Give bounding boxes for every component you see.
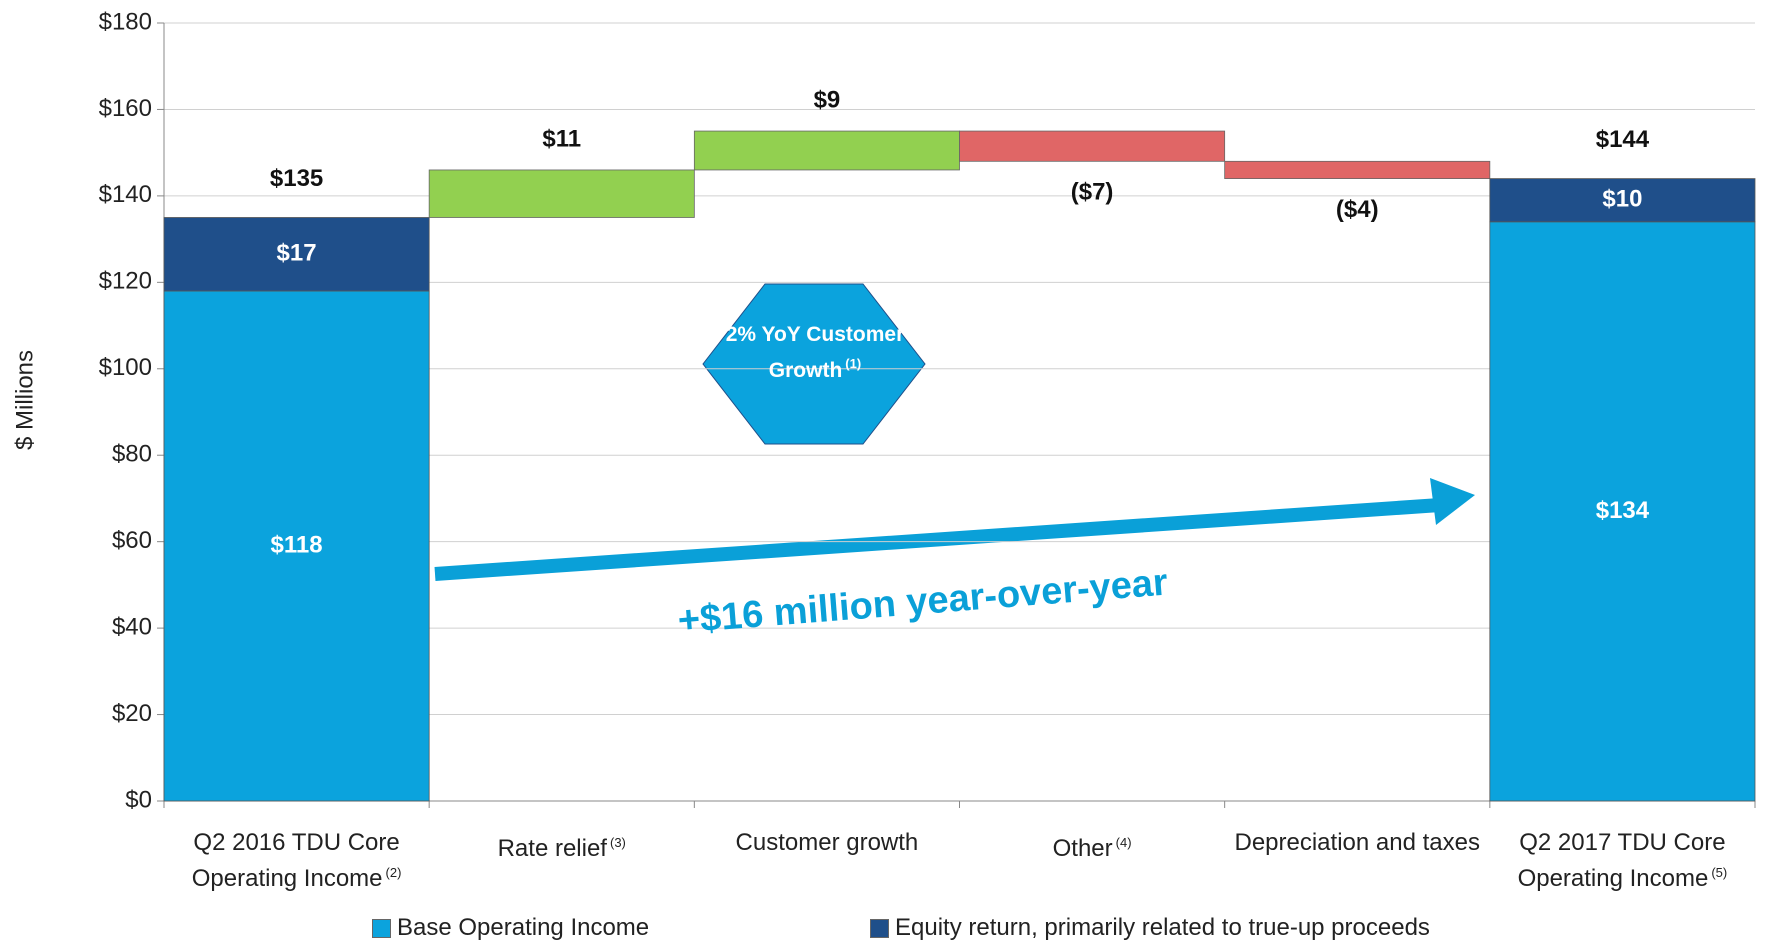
- x-tick-label: Customer growth: [700, 828, 953, 858]
- change-bar: [1224, 160, 1491, 180]
- category-text: Other: [1052, 835, 1113, 862]
- change-bar: [428, 169, 695, 218]
- hexagon-text: 2% YoY Customer Growth: [725, 323, 905, 382]
- change-label: $9: [814, 86, 841, 113]
- y-tick-label: $120: [99, 268, 152, 295]
- arrow-head: [1430, 478, 1475, 525]
- legend-swatch: [372, 918, 391, 938]
- bar-segment: [1489, 221, 1756, 802]
- y-tick-label: $0: [125, 786, 152, 813]
- arrow-shaft: [434, 498, 1441, 581]
- legend-item: Equity return, primarily related to true…: [870, 914, 1430, 942]
- value-label: $10: [1602, 186, 1642, 213]
- change-bar: [693, 130, 960, 171]
- bar-segment: [1489, 178, 1756, 223]
- category-text: Q2 2016 TDU Core Operating Income: [191, 829, 400, 892]
- footnote: (1): [845, 356, 862, 371]
- category-text: Rate relief: [497, 835, 607, 862]
- x-tick-label: Other (4): [966, 828, 1219, 864]
- y-tick-label: $140: [99, 181, 152, 208]
- bar-segment: [163, 290, 430, 802]
- x-tick-label: Q2 2017 TDU Core Operating Income (5): [1496, 828, 1749, 894]
- bar-segment: [163, 217, 430, 292]
- total-label: $144: [1596, 126, 1650, 153]
- hexagon-label: 2% YoY Customer Growth (1): [715, 320, 915, 385]
- x-tick-label: Rate relief (3): [435, 828, 688, 864]
- y-tick-label: $180: [99, 8, 152, 35]
- category-text: Customer growth: [735, 829, 919, 856]
- y-tick-label: $40: [112, 613, 152, 640]
- change-bar: [959, 130, 1226, 162]
- change-label: $11: [542, 125, 581, 152]
- legend-item: Base Operating Income: [372, 914, 649, 942]
- value-label: $118: [271, 531, 323, 558]
- legend-swatch: [870, 918, 889, 938]
- change-label: ($7): [1071, 179, 1114, 206]
- x-tick-label: Depreciation and taxes: [1231, 828, 1484, 858]
- category-text: Q2 2017 TDU Core Operating Income: [1517, 829, 1726, 892]
- y-tick-label: $160: [99, 95, 152, 122]
- value-label: $134: [1596, 497, 1650, 524]
- category-text: Depreciation and taxes: [1234, 829, 1480, 856]
- value-label: $17: [277, 240, 317, 267]
- legend-text: Equity return, primarily related to true…: [895, 914, 1430, 941]
- change-label: ($4): [1336, 196, 1379, 223]
- y-tick-label: $80: [112, 441, 152, 468]
- total-label: $135: [270, 165, 323, 192]
- footnote: (5): [1711, 865, 1728, 880]
- footnote: (3): [609, 835, 626, 850]
- footnote: (2): [385, 865, 402, 880]
- y-tick-label: $20: [112, 700, 152, 727]
- x-tick-label: Q2 2016 TDU Core Operating Income (2): [170, 828, 423, 894]
- footnote: (4): [1115, 835, 1132, 850]
- y-tick-label: $100: [99, 354, 152, 381]
- legend-text: Base Operating Income: [397, 914, 650, 941]
- y-axis-label: $ Millions: [11, 350, 38, 450]
- y-tick-label: $60: [112, 527, 152, 554]
- hexagon: [702, 283, 926, 445]
